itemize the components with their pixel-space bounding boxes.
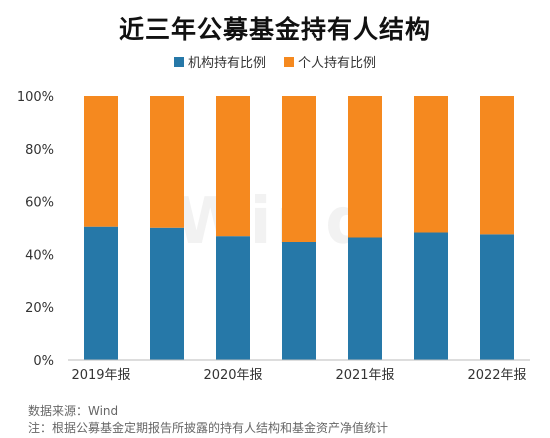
bar-institutional	[480, 234, 514, 360]
y-tick-label: 40%	[25, 248, 54, 263]
legend-swatch-institutional	[173, 56, 184, 67]
legend: 机构持有比例 个人持有比例	[0, 52, 550, 71]
y-tick-label: 20%	[25, 301, 54, 316]
y-tick-label: 60%	[25, 196, 54, 211]
legend-swatch-individual	[284, 56, 294, 67]
bar-institutional	[282, 241, 316, 360]
bar-individual	[480, 96, 514, 235]
bar-individual	[216, 96, 250, 237]
bar-institutional	[84, 226, 118, 360]
source-note: 数据来源：Wind	[28, 404, 119, 418]
y-tick-label: 100%	[17, 90, 54, 105]
bar-individual	[282, 96, 316, 242]
legend-item-individual: 个人持有比例	[284, 52, 376, 71]
legend-label-individual: 个人持有比例	[298, 56, 377, 71]
bar-institutional	[150, 227, 184, 360]
x-tick-label: 2021年报	[335, 368, 394, 383]
bar-individual	[348, 96, 382, 238]
x-tick-label: 2019年报	[71, 368, 130, 383]
watermark-logo: Wind	[175, 185, 375, 259]
bar-institutional	[414, 232, 448, 360]
legend-item-institutional: 机构持有比例	[173, 52, 266, 71]
chart-title: 近三年公募基金持有人结构	[118, 15, 431, 44]
y-tick-label: 0%	[33, 354, 54, 369]
bar-institutional	[348, 237, 382, 360]
legend-label-institutional: 机构持有比例	[187, 56, 266, 71]
bar-institutional	[216, 236, 250, 360]
footnote: 注：根据公募基金定期报告所披露的持有人结构和基金资产净值统计	[28, 421, 389, 435]
y-tick-label: 80%	[25, 143, 54, 158]
x-tick-label: 2020年报	[203, 368, 262, 383]
x-tick-label: 2022年报	[467, 368, 526, 383]
bar-individual	[150, 96, 184, 228]
bar-individual	[84, 96, 118, 227]
bar-individual	[414, 96, 448, 233]
